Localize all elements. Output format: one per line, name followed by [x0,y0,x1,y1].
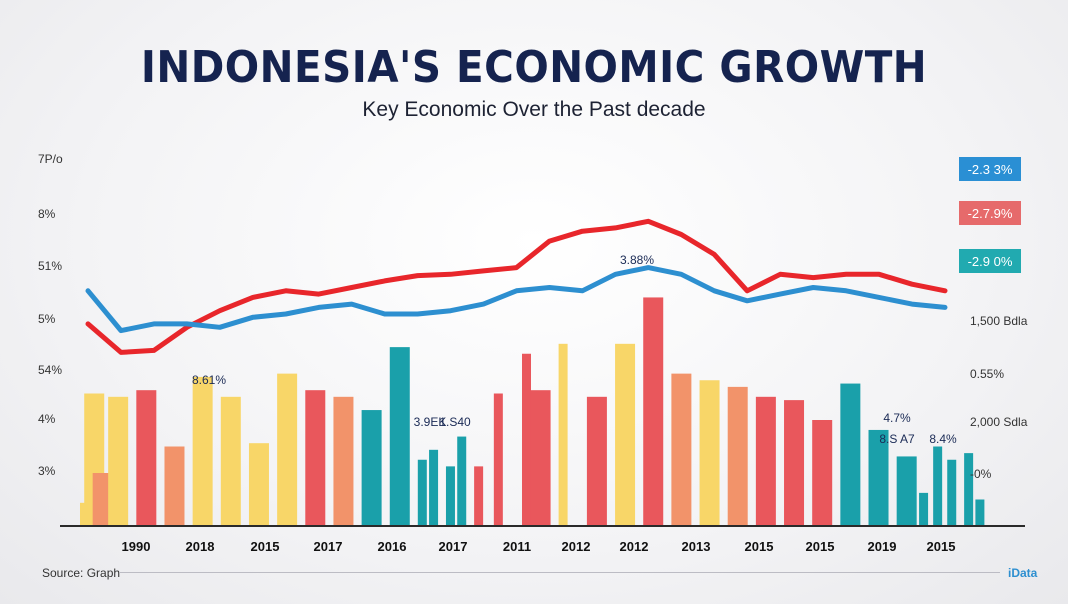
bar-17 [445,466,455,526]
bar-37 [933,446,943,526]
bar-36 [919,492,929,526]
bar-5 [136,390,157,526]
bar-13 [361,410,382,526]
x-tick-9: 2013 [682,539,711,554]
badge-label-1: -2.7.9% [968,206,1013,221]
badge-label-2: -2.9 0% [968,254,1013,269]
bar-24 [586,396,607,526]
bar-25 [615,343,636,526]
bar-9 [248,443,269,526]
bar-35 [896,456,917,526]
annotation-0: 8.61% [192,373,226,387]
x-tick-5: 2017 [439,539,468,554]
annotation-5: 8.S A7 [879,432,915,446]
x-tick-8: 2012 [620,539,649,554]
bar-15 [417,459,427,526]
bar-31 [784,400,805,526]
bar-22 [530,390,551,526]
annotation-2: 1.S40 [439,415,471,429]
y-tick-left-6: 3% [38,464,56,478]
y-tick-left-0: 7P/o [38,152,63,166]
y-tick-right-0: 1,500 Bdla [970,314,1028,328]
x-tick-7: 2012 [562,539,591,554]
bar-6 [164,446,185,526]
badge-1 [959,201,1021,225]
bar-27 [671,373,692,526]
y-tick-right-3: -0% [970,467,992,481]
bar-29 [727,386,748,526]
x-tick-0: 1990 [122,539,151,554]
bars-layer [80,297,985,526]
badge-label-0: -2.3 3% [968,162,1013,177]
bar-23 [558,343,568,526]
bar-11 [305,390,326,526]
bar-16 [429,449,439,526]
lines-layer [85,218,948,355]
page-subtitle: Key Economic Over the Past decade [362,98,706,121]
x-tick-13: 2015 [927,539,956,554]
x-tick-10: 2015 [745,539,774,554]
bar-8 [220,396,241,526]
bar-39 [964,453,974,526]
y-tick-left-3: 5% [38,312,56,326]
y-tick-left-5: 4% [38,412,56,426]
bar-32 [812,420,833,526]
ticks-layer: 7P/o 8% 51% 5% 54% 4% 3% 1,500 Bdla 0.55% 2,000 S… [38,152,1028,554]
badge-2 [959,249,1021,273]
bar-21 [522,353,531,526]
bar-7 [192,376,213,526]
annotation-6: 8.4% [929,432,957,446]
bar-38 [947,459,957,526]
annotation-1: 3.9EK [414,415,447,429]
y-tick-right-2: 2,000 Sdla [970,415,1028,429]
red-series-line [85,218,948,355]
annotation-4: 4.7% [883,411,911,425]
brand-logo: iData [1008,566,1038,580]
bar-33 [840,383,861,526]
bar-3 [92,473,113,526]
y-tick-left-4: 54% [38,363,62,377]
blue-series-line [85,265,948,334]
source-divider [120,572,1000,573]
bar-19 [474,466,484,526]
badges-layer: -2.3 3% -2.7.9% -2.9 0% [959,157,1021,273]
x-tick-6: 2011 [503,539,531,554]
bar-40 [975,499,985,526]
bar-20 [493,393,503,526]
y-tick-left-2: 51% [38,259,62,273]
source-label: Source: Graph [42,566,121,580]
bar-28 [699,380,720,526]
y-tick-left-1: 8% [38,207,56,221]
bar-10 [277,373,298,526]
x-tick-4: 2016 [378,539,407,554]
x-tick-1: 2018 [186,539,215,554]
badge-0 [959,157,1021,181]
bar-18 [457,436,467,526]
bar-12 [333,396,354,526]
bar-4 [108,396,129,526]
bar-30 [755,396,776,526]
bar-26 [643,297,664,526]
x-tick-2: 2015 [251,539,280,554]
bar-34 [868,429,889,526]
x-tick-11: 2015 [806,539,835,554]
x-tick-12: 2019 [868,539,897,554]
bar-14 [389,347,410,526]
page-title: INDONESIA'S ECONOMIC GROWTH [140,42,928,93]
x-tick-3: 2017 [314,539,343,554]
y-tick-right-1: 0.55% [970,367,1004,381]
annotation-3: 3.88% [620,253,654,267]
